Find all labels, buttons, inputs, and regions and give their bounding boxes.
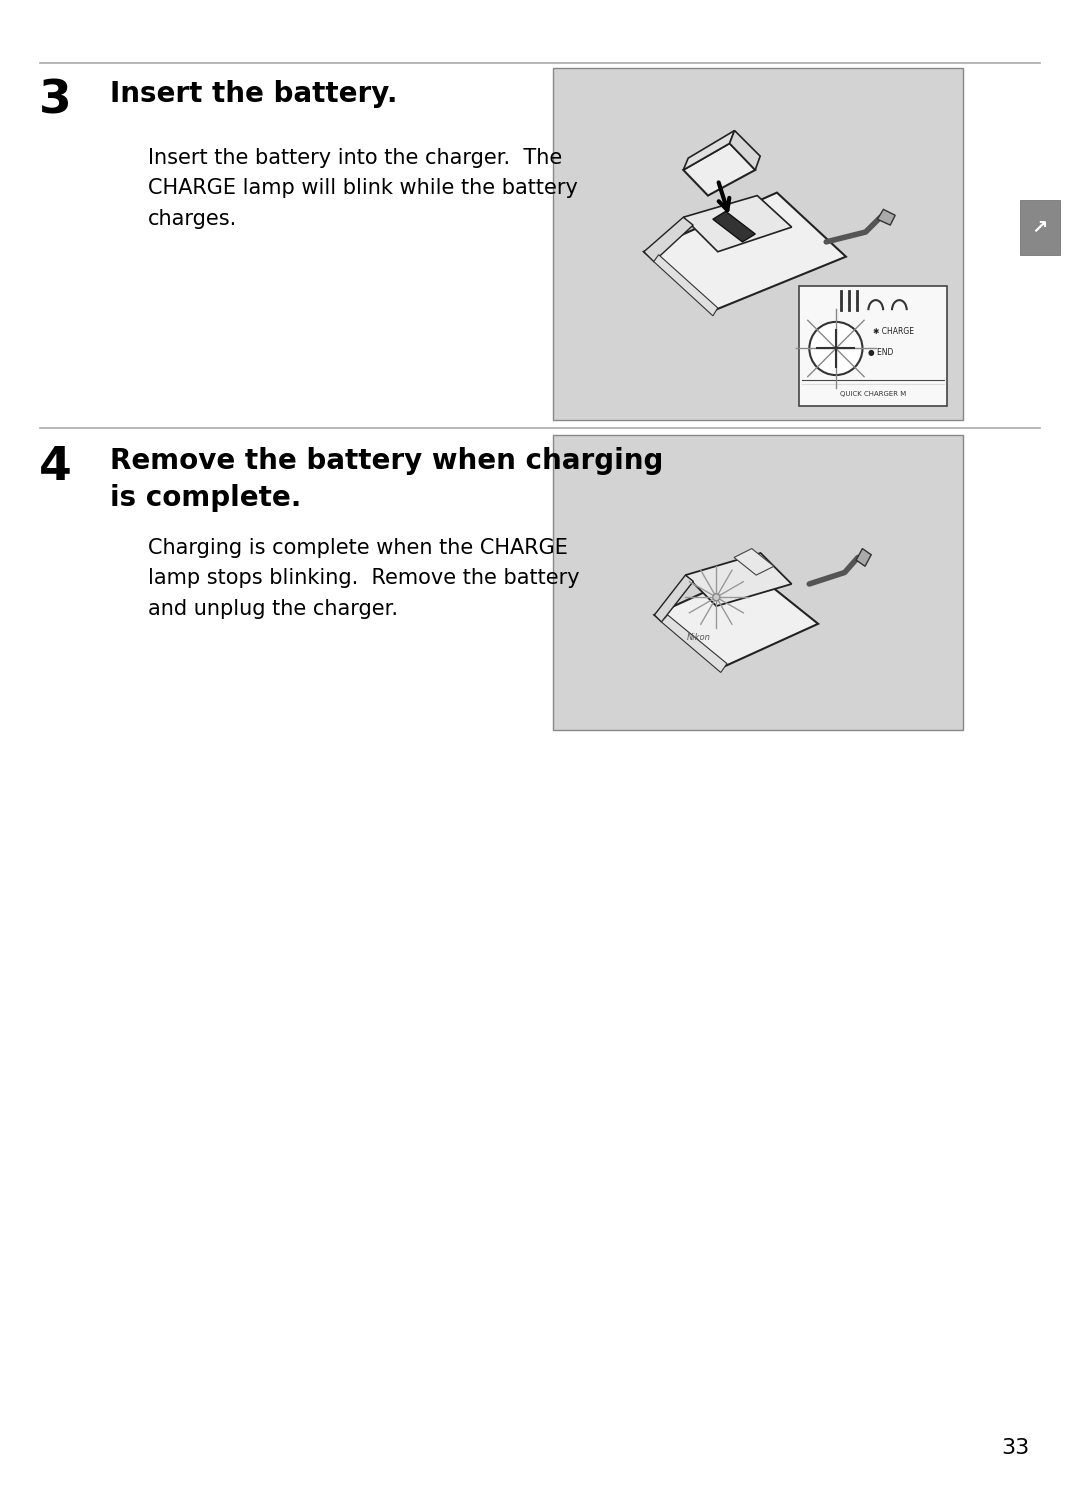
Text: Nikon: Nikon bbox=[687, 633, 711, 642]
Polygon shape bbox=[877, 210, 895, 226]
Text: ● END: ● END bbox=[868, 348, 894, 357]
Text: 3: 3 bbox=[39, 77, 71, 123]
Polygon shape bbox=[686, 553, 792, 606]
Text: ↗: ↗ bbox=[1031, 218, 1049, 236]
Polygon shape bbox=[644, 217, 693, 262]
Polygon shape bbox=[730, 131, 760, 169]
Polygon shape bbox=[661, 615, 727, 673]
Text: Remove the battery when charging
is complete.: Remove the battery when charging is comp… bbox=[110, 447, 663, 511]
Circle shape bbox=[809, 322, 863, 374]
Text: 4: 4 bbox=[39, 444, 71, 490]
Polygon shape bbox=[734, 548, 774, 575]
Text: Charging is complete when the CHARGE
lamp stops blinking.  Remove the battery
an: Charging is complete when the CHARGE lam… bbox=[148, 538, 580, 618]
FancyBboxPatch shape bbox=[553, 435, 963, 730]
Polygon shape bbox=[684, 131, 734, 169]
FancyBboxPatch shape bbox=[799, 287, 946, 406]
Polygon shape bbox=[644, 193, 846, 311]
FancyBboxPatch shape bbox=[553, 68, 963, 421]
Text: ✱ CHARGE: ✱ CHARGE bbox=[873, 327, 914, 336]
Text: 33: 33 bbox=[1001, 1438, 1029, 1458]
Polygon shape bbox=[713, 211, 755, 242]
Text: Insert the battery into the charger.  The
CHARGE lamp will blink while the batte: Insert the battery into the charger. The… bbox=[148, 149, 578, 229]
Circle shape bbox=[713, 594, 720, 600]
Polygon shape bbox=[653, 254, 718, 317]
FancyBboxPatch shape bbox=[1020, 201, 1059, 256]
Polygon shape bbox=[684, 196, 792, 251]
Polygon shape bbox=[654, 571, 819, 669]
Text: Insert the battery.: Insert the battery. bbox=[110, 80, 397, 108]
Polygon shape bbox=[856, 548, 872, 566]
Text: QUICK CHARGER M: QUICK CHARGER M bbox=[839, 391, 906, 397]
Polygon shape bbox=[654, 575, 693, 623]
Polygon shape bbox=[684, 143, 755, 196]
